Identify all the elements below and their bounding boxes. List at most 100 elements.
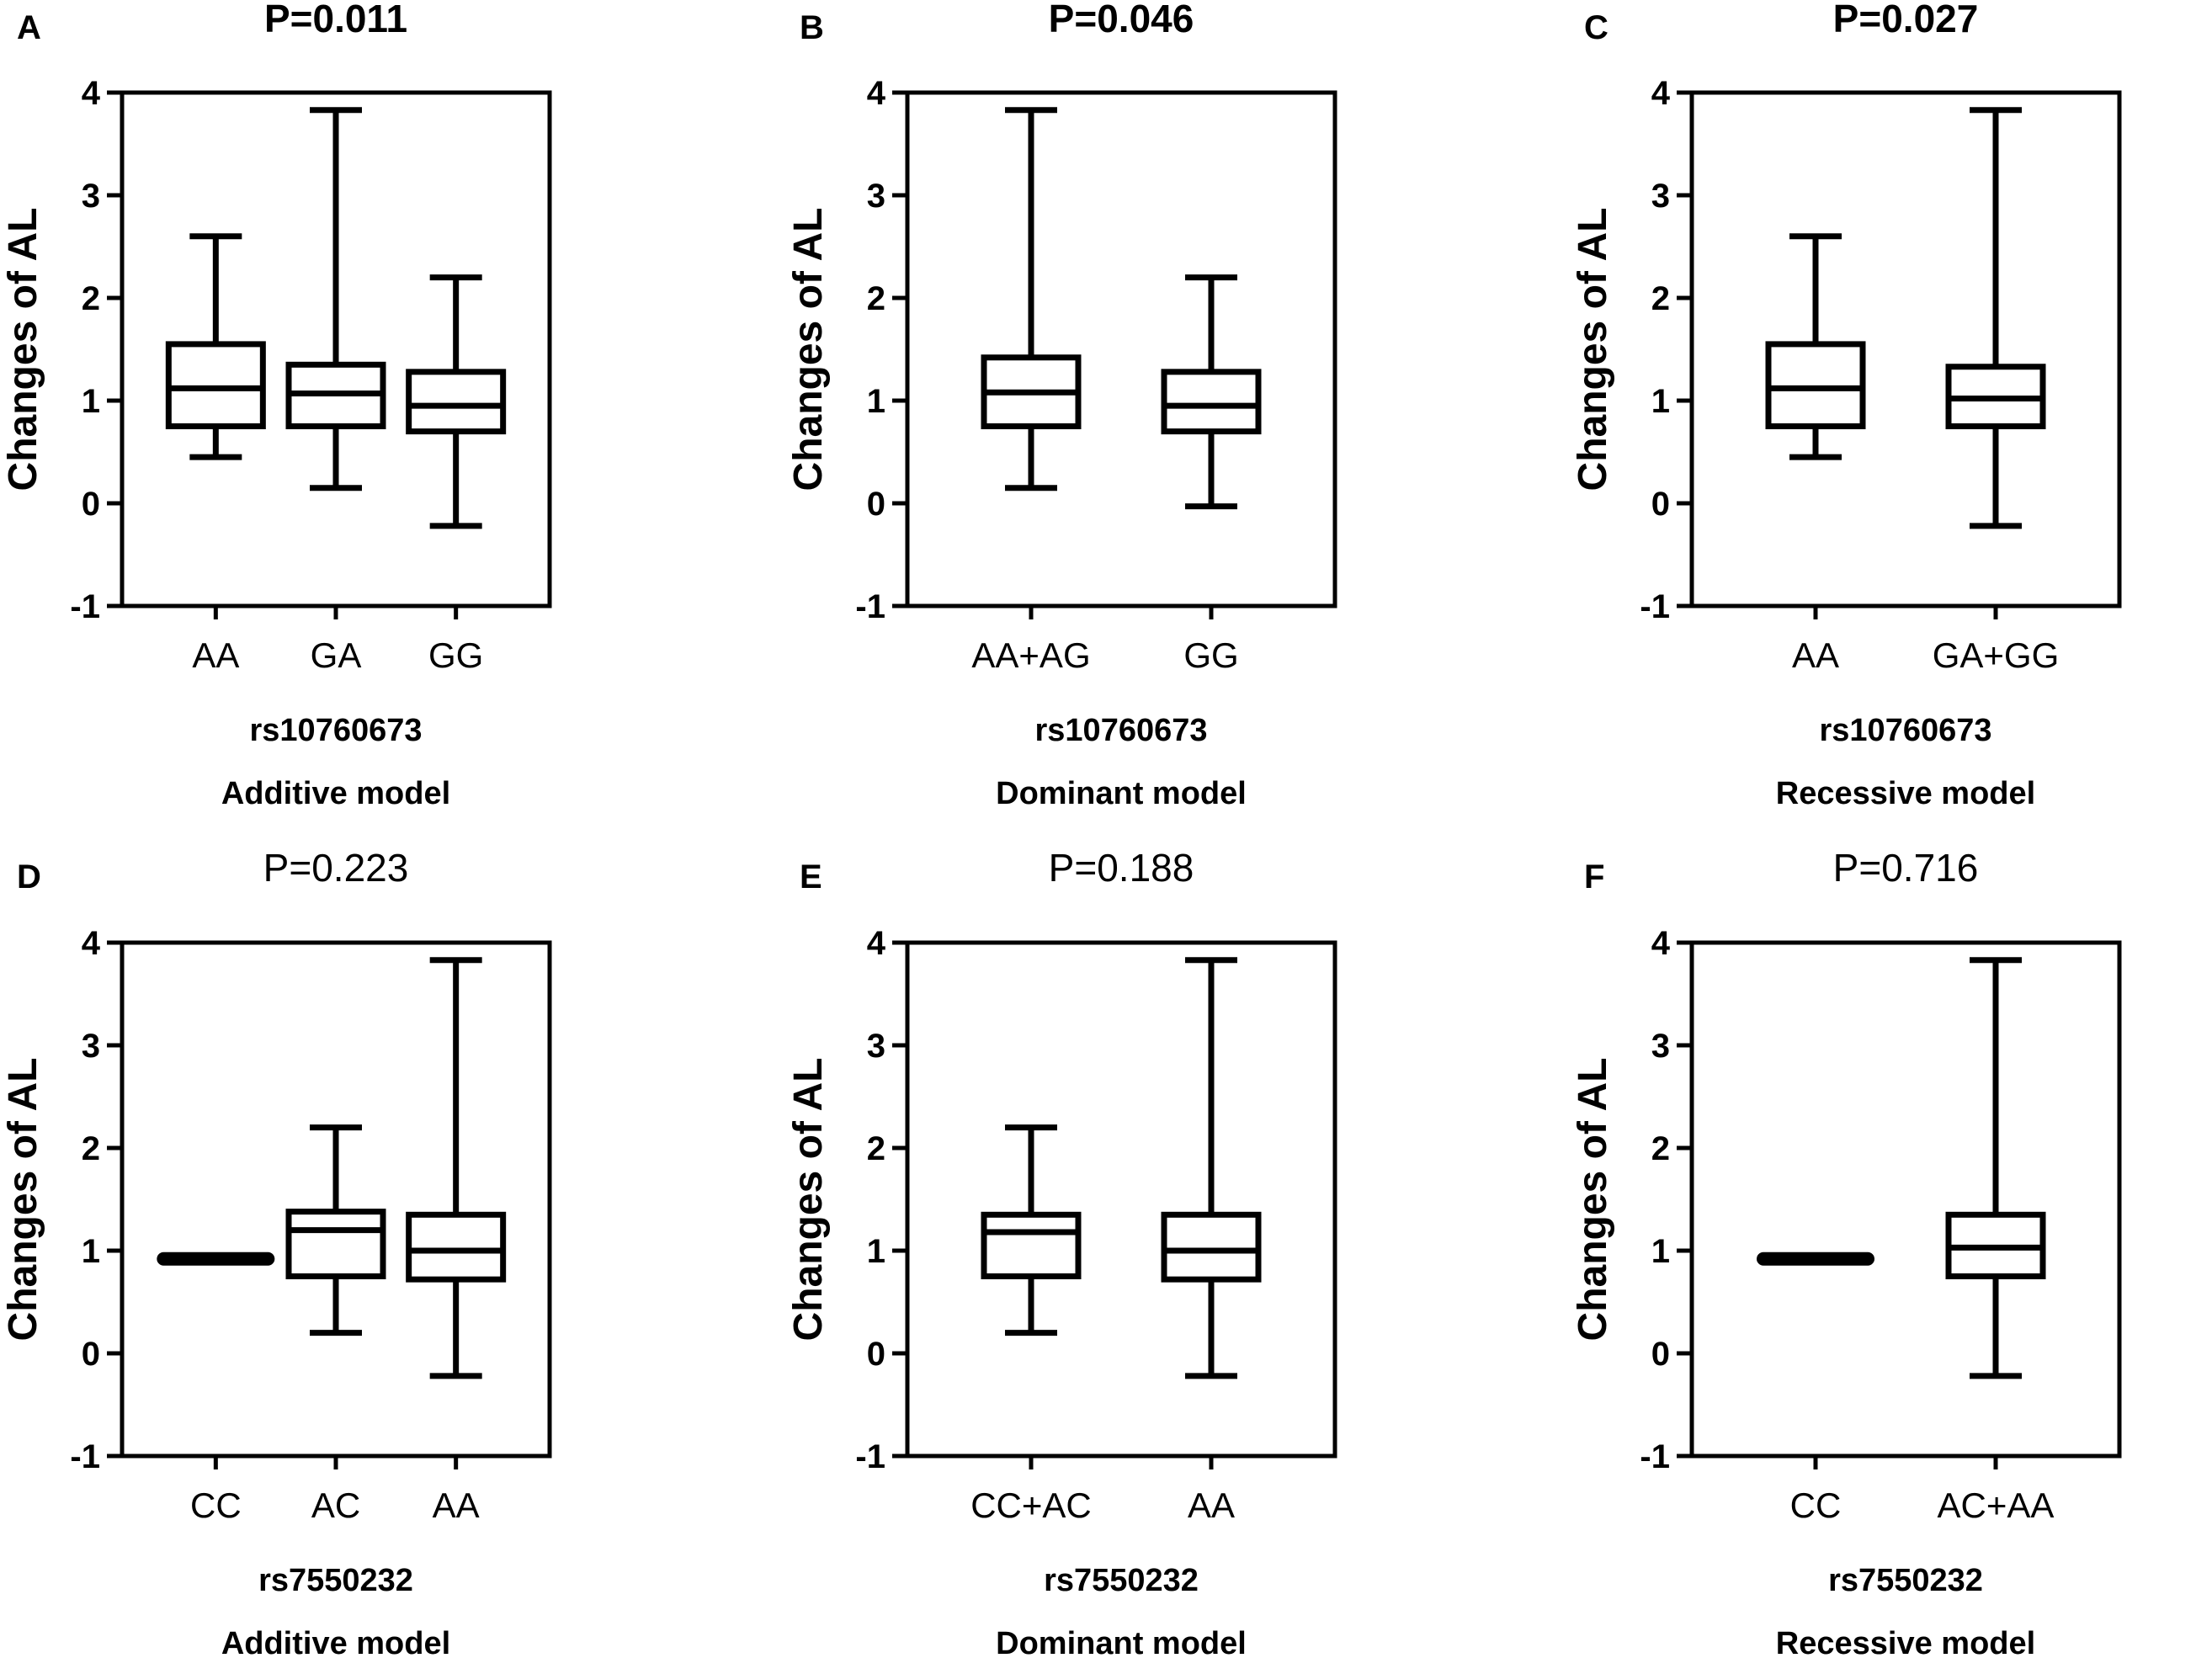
y-tick-label: 4: [867, 75, 886, 112]
x-axis-label: rs10760673: [250, 713, 423, 748]
iqr-box: [1161, 369, 1262, 435]
y-tick-label: -1: [1640, 588, 1670, 625]
panel-letter: A: [17, 9, 41, 46]
panel-letter: C: [1584, 9, 1608, 46]
box-gg: GG: [1161, 274, 1262, 675]
y-tick-label: 3: [82, 1028, 100, 1065]
y-tick-label: 0: [1651, 486, 1670, 523]
y-tick-label: 3: [867, 1028, 885, 1065]
panel-letter: F: [1584, 858, 1604, 895]
y-tick-label: 1: [82, 383, 100, 420]
box-gg: GG: [406, 274, 507, 675]
x-tick-label: AA: [192, 635, 239, 675]
box-ac: AC: [285, 1124, 386, 1525]
y-tick-label: 1: [867, 1233, 885, 1270]
panel-f: F P=0.716 -1 0 1 2 3 4 Changes of AL CC AC+AA rs755…: [1571, 846, 2122, 1658]
y-tick-label: -1: [70, 1438, 100, 1475]
x-tick-label: GG: [428, 635, 483, 675]
y-tick-label: 0: [867, 1336, 885, 1373]
box-ac-plus-aa: AC+AA: [1938, 957, 2055, 1525]
box-aa: AA: [1765, 233, 1866, 675]
y-tick-label: -1: [855, 1438, 885, 1475]
box-aa: AA: [406, 957, 507, 1525]
plot-frame: [905, 940, 1337, 1459]
y-axis-label: Changes of AL: [786, 1058, 831, 1342]
panel-d: D P=0.223 -1 0 1 2 3 4 Changes of AL CC AC AA rs7550…: [1, 846, 552, 1658]
iqr-box: [165, 341, 266, 429]
model-caption: Dominant model: [996, 1626, 1247, 1658]
p-value-title: P=0.716: [1833, 846, 1979, 890]
p-value-title: P=0.027: [1833, 0, 1979, 40]
x-tick-label: AA: [1792, 635, 1839, 675]
y-tick-label: 2: [1651, 280, 1670, 317]
iqr-box: [1765, 341, 1866, 429]
y-tick-label: 4: [1651, 925, 1671, 962]
panel-letter: E: [800, 858, 822, 895]
y-tick-label: 2: [82, 1130, 100, 1167]
box-cc: CC: [157, 1251, 275, 1525]
y-tick-label: 3: [867, 178, 885, 215]
y-tick-label: 0: [867, 486, 885, 523]
x-tick-label: GA+GG: [1933, 635, 2060, 675]
box-cc-plus-ac: CC+AC: [970, 1124, 1092, 1525]
y-tick-label: 4: [82, 75, 101, 112]
iqr-box: [285, 1209, 386, 1280]
y-tick-label: -1: [70, 588, 100, 625]
x-axis-label: rs10760673: [1035, 713, 1208, 748]
p-value-title: P=0.223: [263, 846, 409, 890]
box-aa-plus-ag: AA+AG: [971, 107, 1091, 675]
y-tick-label: -1: [855, 588, 885, 625]
y-axis-label: Changes of AL: [1571, 1058, 1615, 1342]
model-caption: Additive model: [221, 776, 450, 811]
x-tick-label: GG: [1183, 635, 1238, 675]
y-tick-label: 2: [1651, 1130, 1670, 1167]
x-axis-label: rs7550232: [1044, 1563, 1199, 1598]
box-ga: GA: [285, 107, 386, 675]
y-tick-label: 2: [867, 280, 885, 317]
y-tick-label: 0: [82, 486, 100, 523]
x-tick-label: AC+AA: [1938, 1485, 2055, 1525]
x-tick-label: AC: [311, 1485, 360, 1525]
panel-b: B P=0.046 -1 0 1 2 3 4 Changes of AL AA+AG GG rs107…: [786, 0, 1337, 811]
plot-frame: [905, 90, 1337, 608]
x-tick-label: CC: [1790, 1485, 1842, 1525]
model-caption: Additive model: [221, 1626, 450, 1658]
x-tick-label: AA+AG: [971, 635, 1090, 675]
y-tick-label: 1: [1651, 1233, 1670, 1270]
box-aa: AA: [1161, 957, 1262, 1525]
y-tick-label: 3: [82, 178, 100, 215]
y-tick-label: 4: [867, 925, 886, 962]
iqr-box: [406, 1211, 507, 1283]
x-tick-label: GA: [311, 635, 362, 675]
x-tick-label: AA: [433, 1485, 480, 1525]
plot-frame: [1689, 90, 2122, 608]
y-axis-label: Changes of AL: [1, 208, 45, 492]
p-value-title: P=0.188: [1049, 846, 1194, 890]
y-axis-label: Changes of AL: [1571, 208, 1615, 492]
y-tick-label: 0: [1651, 1336, 1670, 1373]
x-axis-label: rs7550232: [258, 1563, 413, 1598]
panel-c: C P=0.027 -1 0 1 2 3 4 Changes of AL AA GA+GG rs107…: [1571, 0, 2122, 811]
y-tick-label: 1: [867, 383, 885, 420]
y-tick-label: 4: [82, 925, 101, 962]
x-axis-label: rs10760673: [1820, 713, 1992, 748]
panel-letter: B: [800, 9, 824, 46]
y-tick-label: 0: [82, 1336, 100, 1373]
x-tick-label: CC: [190, 1485, 242, 1525]
box-aa: AA: [165, 233, 266, 675]
model-caption: Recessive model: [1776, 776, 2035, 811]
y-tick-label: 3: [1651, 178, 1670, 215]
y-tick-label: 1: [1651, 383, 1670, 420]
iqr-box: [406, 369, 507, 435]
y-tick-label: 1: [82, 1233, 100, 1270]
y-tick-label: 4: [1651, 75, 1671, 112]
p-value-title: P=0.011: [264, 0, 407, 40]
iqr-box: [981, 1211, 1082, 1280]
y-tick-label: 2: [867, 1130, 885, 1167]
model-caption: Recessive model: [1776, 1626, 2035, 1658]
p-value-title: P=0.046: [1049, 0, 1194, 40]
x-tick-label: AA: [1188, 1485, 1235, 1525]
panel-letter: D: [17, 858, 41, 895]
box-ga-plus-gg: GA+GG: [1933, 107, 2060, 675]
